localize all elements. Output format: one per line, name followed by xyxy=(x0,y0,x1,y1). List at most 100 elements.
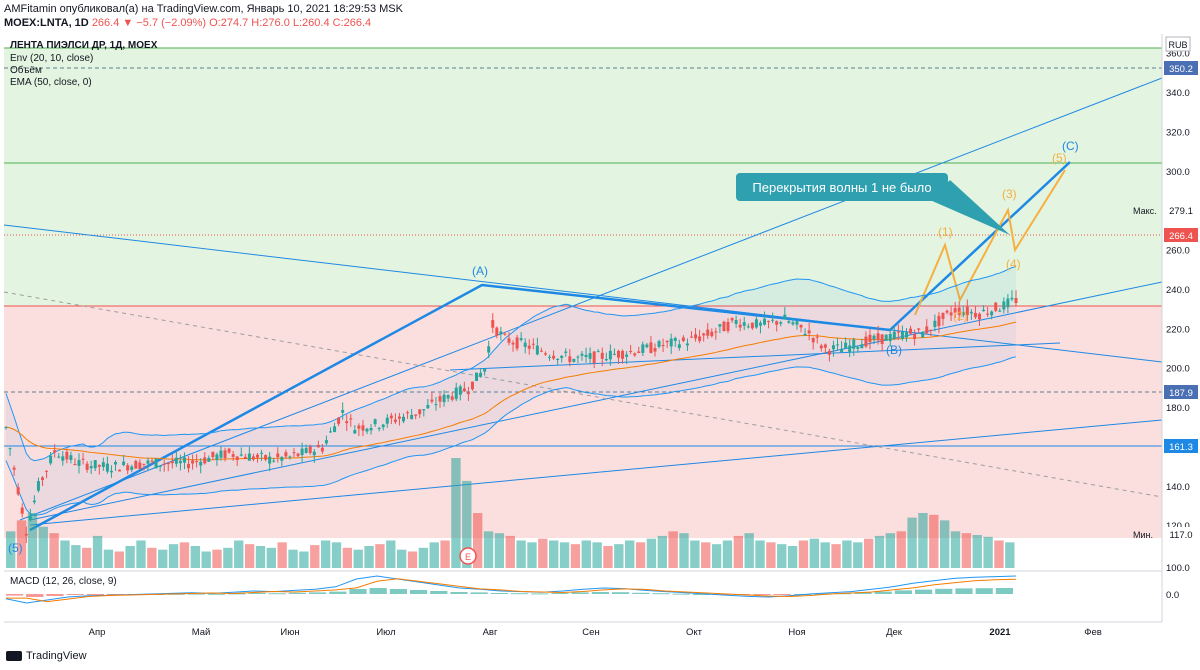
candle-body xyxy=(81,458,85,460)
volume-bar xyxy=(255,546,266,568)
macd-histogram-bar xyxy=(591,592,609,594)
volume-bar xyxy=(733,535,743,568)
macd-histogram-bar xyxy=(551,593,569,594)
candle-body xyxy=(316,444,320,448)
price-tick-label: 200.0 xyxy=(1166,364,1190,375)
candle-body xyxy=(531,343,535,345)
tradingview-logo[interactable]: TradingView xyxy=(6,650,87,662)
time-tick-label: Май xyxy=(192,627,211,638)
volume-bar xyxy=(711,544,722,568)
volume-bar xyxy=(472,513,483,568)
candle-body xyxy=(803,333,807,336)
envelope-lower xyxy=(5,356,1017,517)
candle-body xyxy=(130,466,134,470)
candle-body xyxy=(779,322,783,324)
candle-body xyxy=(357,425,361,429)
candle-body xyxy=(527,345,531,349)
macd-histogram-bar xyxy=(309,592,327,594)
candle-body xyxy=(552,355,556,359)
candle-body xyxy=(65,451,69,460)
candle-body xyxy=(986,313,990,315)
candle-body xyxy=(653,347,657,352)
volume-bar xyxy=(701,542,711,568)
volume-bar xyxy=(918,513,928,568)
volume-bar xyxy=(983,536,993,568)
macd-histogram-bar xyxy=(935,588,953,594)
candle-body xyxy=(876,333,880,341)
candle-body xyxy=(166,462,170,465)
candle-body xyxy=(207,457,211,462)
candle-body xyxy=(969,311,973,314)
candle-body xyxy=(945,310,949,313)
candle-body xyxy=(592,351,596,364)
candle-body xyxy=(937,315,941,327)
candle-body xyxy=(823,344,827,348)
candle-body xyxy=(300,448,304,456)
candle-body xyxy=(982,309,986,312)
legend-volume[interactable]: Объём xyxy=(10,65,42,76)
candle-body xyxy=(961,312,965,316)
candle-body xyxy=(856,347,860,349)
earnings-marker[interactable] xyxy=(459,547,477,565)
candle-body xyxy=(146,460,150,464)
candle-body xyxy=(134,460,138,469)
candle-body xyxy=(349,418,353,420)
candle-body xyxy=(93,460,97,469)
volume-bar xyxy=(462,480,472,568)
time-tick-label: Фев xyxy=(1084,627,1102,638)
volume-bar xyxy=(679,533,689,568)
volume-bar xyxy=(429,542,439,568)
time-tick-label: Дек xyxy=(886,627,903,638)
candle-body xyxy=(255,454,259,458)
macd-histogram-bar xyxy=(329,591,347,594)
volume-bar xyxy=(581,540,591,568)
candle-body xyxy=(998,310,1002,312)
candle-body xyxy=(604,358,608,361)
candle-body xyxy=(621,350,625,359)
legend-env[interactable]: Env (20, 10, close) xyxy=(10,53,94,64)
tag-min: 117.0 xyxy=(1169,530,1192,541)
candle-body xyxy=(580,353,584,356)
quote-values: 266.4 ▼ −5.7 (−2.09%) O:274.7 H:276.0 L:… xyxy=(91,17,372,29)
candle-body xyxy=(588,353,592,359)
label-wave-A: (A) xyxy=(472,264,488,278)
candle-body xyxy=(742,322,746,326)
red-zone xyxy=(4,306,1162,538)
price-tick-label: 340.0 xyxy=(1166,88,1190,99)
candle-body xyxy=(1002,301,1006,310)
candle-body xyxy=(341,409,345,413)
price-tick-label: 240.0 xyxy=(1166,285,1190,296)
legend-title[interactable]: ЛЕНТА ПИЭЛСИ ДР, 1Д, MOEX xyxy=(10,40,158,51)
candle-body xyxy=(629,350,633,352)
price-tick-label: 140.0 xyxy=(1166,482,1190,493)
candle-body xyxy=(758,322,762,326)
bottom-channel-line xyxy=(29,419,1163,526)
candle-body xyxy=(738,324,742,328)
candle-body xyxy=(162,463,166,465)
legend-macd[interactable]: MACD (12, 26, close, 9) xyxy=(10,576,117,587)
candle-body xyxy=(600,352,604,359)
volume-bar xyxy=(440,540,450,568)
legend-ema[interactable]: EMA (50, close, 0) xyxy=(10,77,92,88)
volume-bar xyxy=(396,549,407,568)
candle-body xyxy=(251,456,255,460)
macd-pane xyxy=(5,575,1017,604)
candle-body xyxy=(965,306,969,316)
volume-bar xyxy=(853,542,863,568)
candle-body xyxy=(831,345,835,350)
candle-body xyxy=(227,448,231,453)
volume-bar xyxy=(896,531,906,568)
macd-histogram-bar xyxy=(369,588,387,594)
candle-body xyxy=(418,409,422,415)
volume-bar xyxy=(266,547,277,568)
macd-signal-line xyxy=(6,578,1017,603)
candle-body xyxy=(422,409,426,411)
candle-body xyxy=(182,457,186,463)
macd-histogram-bar xyxy=(511,593,529,595)
macd-histogram-bar xyxy=(107,594,125,595)
candle-body xyxy=(515,337,519,349)
volume-bar xyxy=(103,549,114,568)
candle-body xyxy=(507,338,511,343)
tag-min-bg xyxy=(1164,527,1198,541)
